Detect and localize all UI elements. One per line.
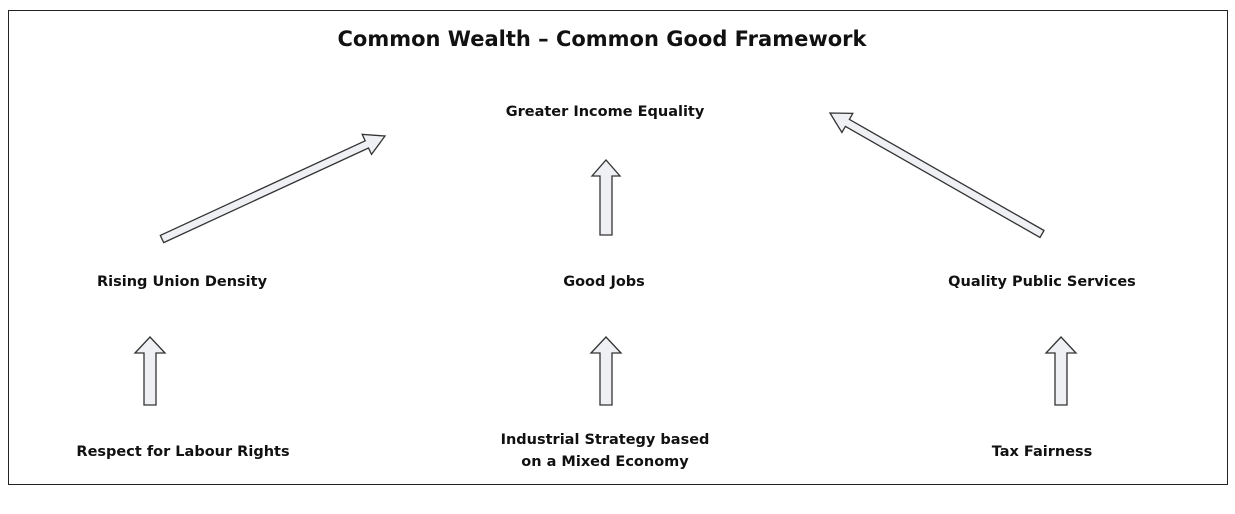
arrow bbox=[1044, 336, 1078, 406]
node-label: Greater Income Equality bbox=[506, 104, 705, 120]
node-label: Rising Union Density bbox=[97, 274, 268, 290]
arrow bbox=[828, 112, 1045, 239]
node-label: Tax Fairness bbox=[992, 444, 1093, 460]
node-label: Industrial Strategy based bbox=[501, 432, 710, 448]
arrow bbox=[590, 159, 622, 236]
node-label: Respect for Labour Rights bbox=[76, 444, 289, 460]
arrow bbox=[133, 336, 167, 406]
arrow bbox=[589, 336, 623, 406]
node-label: Good Jobs bbox=[563, 274, 645, 290]
arrow bbox=[159, 133, 387, 244]
frame bbox=[8, 10, 1228, 485]
title: Common Wealth – Common Good Framework bbox=[338, 27, 868, 51]
node-label: Quality Public Services bbox=[948, 274, 1136, 290]
node-label: on a Mixed Economy bbox=[521, 454, 689, 470]
arrows bbox=[133, 112, 1078, 406]
